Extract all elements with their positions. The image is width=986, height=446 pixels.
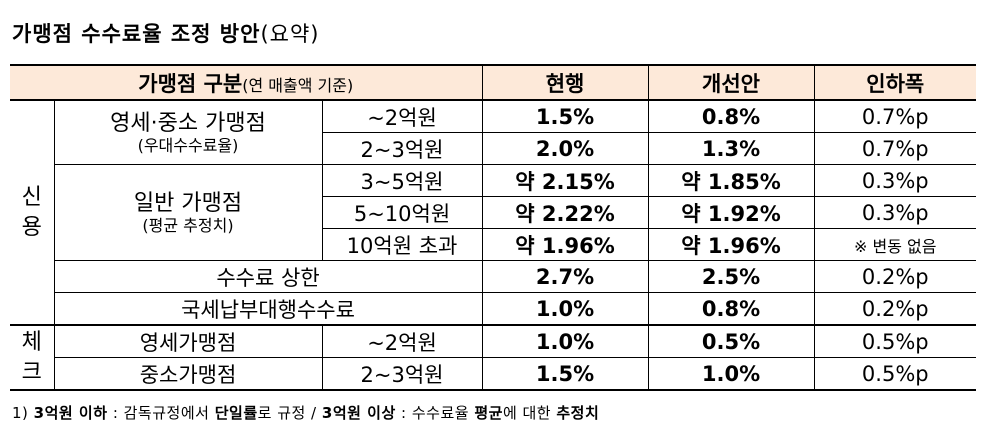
reduction-cell: 0.5%p (813, 324, 977, 358)
proposal-rate-cell: 약 1.85% (647, 164, 815, 197)
merchant-name-cell: 중소가맹점 (54, 357, 323, 391)
range-cell: 3~5억원 (321, 164, 483, 197)
tax-agency-fee-label: 국세납부대행수수료 (54, 292, 483, 326)
reduction-cell: 0.7%p (813, 132, 977, 165)
reduction-cell: 0.7%p (813, 99, 977, 133)
proposal-rate-cell: 약 1.92% (647, 196, 815, 229)
title-main: 가맹점 수수료율 조정 방안 (12, 22, 261, 46)
proposal-rate-cell: 약 1.96% (647, 228, 815, 261)
table-row: 2~3억원 2.0% 1.3% 0.7%p (10, 132, 977, 165)
range-cell: 5~10억원 (322, 196, 483, 229)
range-cell: ~2억원 (321, 324, 483, 358)
reduction-cell: ※ 변동 없음 (813, 228, 977, 261)
general-merchant-label: 일반 가맹점 (평균 추정치) (54, 164, 323, 261)
proposal-rate-cell: 0.8% (647, 99, 815, 133)
current-rate-cell: 약 2.22% (481, 196, 649, 229)
small-mid-merchant-label: 영세·중소 가맹점 (우대수수료율) (53, 99, 323, 165)
table-row: 일반 가맹점 (평균 추정치) 3~5억원 약 2.15% 약 1.85% 0.3… (10, 164, 977, 261)
current-rate-cell: 1.5% (481, 357, 649, 391)
reduction-cell: 0.5%p (813, 357, 977, 391)
header-category: 가맹점 구분(연 매출액 기준) (10, 64, 483, 101)
current-rate-cell: 1.0% (481, 324, 649, 358)
reduction-cell: 0.2%p (813, 292, 977, 326)
table-row: 10억원 초과 약 1.96% 약 1.96% ※ 변동 없음 (10, 228, 977, 261)
current-rate-cell: 1.0% (481, 292, 649, 326)
merchant-name-cell: 영세가맹점 (53, 324, 323, 358)
proposal-rate-cell: 1.3% (647, 132, 815, 165)
title-paren: (요약) (260, 22, 320, 46)
header-reduction: 인하폭 (813, 64, 977, 101)
table-row: 5~10억원 약 2.22% 약 1.92% 0.3%p (10, 196, 977, 229)
range-cell: 10억원 초과 (322, 228, 483, 261)
table-row: 수수료 상한 2.7% 2.5% 0.2%p (10, 260, 977, 293)
table-row: 중소가맹점 2~3억원 1.5% 1.0% 0.5%p (10, 357, 977, 391)
range-cell: 2~3억원 (322, 132, 483, 165)
proposal-rate-cell: 2.5% (647, 260, 815, 293)
table-row: 국세납부대행수수료 1.0% 0.8% 0.2%p (10, 292, 977, 326)
current-rate-cell: 약 2.15% (481, 164, 649, 197)
current-rate-cell: 2.0% (481, 132, 649, 165)
proposal-rate-cell: 0.8% (647, 292, 815, 326)
header-current: 현행 (481, 64, 649, 101)
fee-cap-label: 수수료 상한 (54, 260, 483, 293)
table-header-row: 가맹점 구분(연 매출액 기준) 현행 개선안 인하폭 (10, 64, 977, 101)
reduction-cell: 0.3%p (813, 164, 977, 197)
range-cell: 2~3억원 (321, 357, 483, 391)
proposal-rate-cell: 0.5% (647, 324, 815, 358)
current-rate-cell: 1.5% (481, 99, 649, 133)
range-cell: ~2억원 (321, 99, 483, 133)
footnote: 1) 3억원 이하 : 감독규정에서 단일률로 규정 / 3억원 이상 : 수수… (12, 404, 600, 422)
reduction-cell: 0.2%p (813, 260, 977, 293)
reduction-cell: 0.3%p (813, 196, 977, 229)
current-rate-cell: 2.7% (481, 260, 649, 293)
page-title: 가맹점 수수료율 조정 방안(요약) (12, 12, 319, 56)
current-rate-cell: 약 1.96% (481, 228, 649, 261)
header-proposal: 개선안 (647, 64, 815, 101)
proposal-rate-cell: 1.0% (647, 357, 815, 391)
